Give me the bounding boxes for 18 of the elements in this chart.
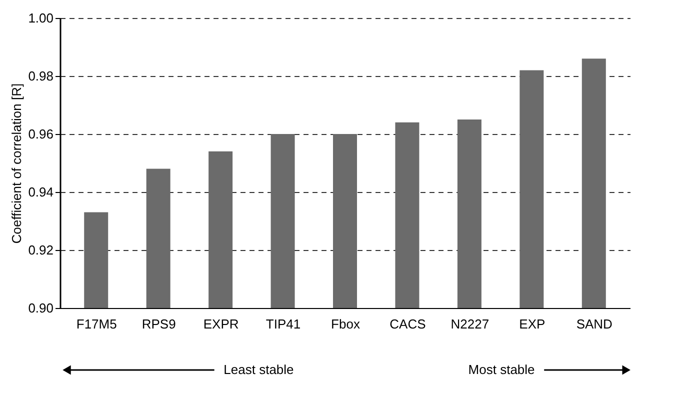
x-tick-label: TIP41 <box>266 316 301 332</box>
x-tick-label: EXPR <box>203 316 239 332</box>
x-tick-label: Fbox <box>331 316 360 332</box>
y-tick-label: 0.92 <box>28 242 54 258</box>
y-tick-label: 1.00 <box>28 10 54 26</box>
y-tick-label: 0.96 <box>28 126 54 142</box>
y-tick-label: 0.90 <box>28 300 54 316</box>
y-axis-title: Coefficient of correlation [R] <box>9 83 24 244</box>
x-tick-label: F17M5 <box>76 316 117 332</box>
y-tick-label: 0.98 <box>28 68 54 84</box>
x-tick-label: N2227 <box>450 316 490 332</box>
y-tick-label: 0.94 <box>28 184 54 200</box>
x-tick-label: EXP <box>519 316 546 332</box>
x-tick-label: SAND <box>576 316 612 332</box>
x-tick-label: CACS <box>390 316 426 332</box>
x-tick-label: RPS9 <box>142 316 176 332</box>
text: Most stable <box>468 362 535 377</box>
text: Least stable <box>224 362 294 377</box>
